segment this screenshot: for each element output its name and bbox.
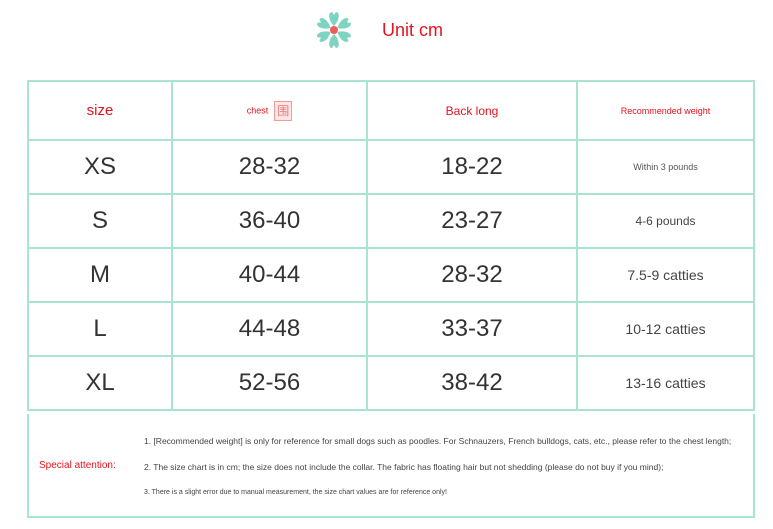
weight-cell: 10-12 catties xyxy=(576,301,755,357)
chest-cell: 44-48 xyxy=(171,301,368,357)
back-long-cell: 23-27 xyxy=(366,193,578,249)
size-cell: S xyxy=(27,193,173,249)
notes-box: Special attention: 1. [Recommended weigh… xyxy=(27,414,755,518)
unit-label: Unit cm xyxy=(382,20,444,40)
table-row: XS 28-32 18-22 Within 3 pounds xyxy=(27,139,755,195)
note-item: 3. There is a slight error due to manual… xyxy=(144,489,447,496)
table-row: XL 52-56 38-42 13-16 catties xyxy=(27,355,755,411)
note-item: 1. [Recommended weight] is only for refe… xyxy=(144,436,732,446)
back-long-cell: 33-37 xyxy=(366,301,578,357)
stamp-icon: 围 xyxy=(274,100,293,121)
weight-cell: 4-6 pounds xyxy=(576,193,755,249)
table-row: M 40-44 28-32 7.5-9 catties xyxy=(27,247,755,303)
special-attention-label: Special attention: xyxy=(39,460,116,471)
back-long-cell: 28-32 xyxy=(366,247,578,303)
note-item: 2. The size chart is in cm; the size doe… xyxy=(144,462,664,472)
header-back-long: Back long xyxy=(366,80,578,141)
table-header-row: size chest 围 Back long Recommended weight xyxy=(27,80,755,141)
chest-cell: 36-40 xyxy=(171,193,368,249)
flower-icon xyxy=(317,12,351,48)
header: Unit cm xyxy=(310,10,510,50)
back-long-cell: 38-42 xyxy=(366,355,578,411)
back-long-cell: 18-22 xyxy=(366,139,578,195)
header-size: size xyxy=(27,80,173,141)
chest-cell: 52-56 xyxy=(171,355,368,411)
table-row: L 44-48 33-37 10-12 catties xyxy=(27,301,755,357)
size-cell: XS xyxy=(27,139,173,195)
header-chest: chest 围 xyxy=(171,80,368,141)
table-row: S 36-40 23-27 4-6 pounds xyxy=(27,193,755,249)
header-chest-label: chest xyxy=(246,104,269,115)
header-recommended-weight: Recommended weight xyxy=(576,80,755,141)
size-chart-table: size chest 围 Back long Recommended weight… xyxy=(27,80,755,411)
weight-cell: Within 3 pounds xyxy=(576,139,755,195)
size-cell: M xyxy=(27,247,173,303)
weight-cell: 7.5-9 catties xyxy=(576,247,755,303)
size-cell: XL xyxy=(27,355,173,411)
chest-cell: 28-32 xyxy=(171,139,368,195)
size-cell: L xyxy=(27,301,173,357)
weight-cell: 13-16 catties xyxy=(576,355,755,411)
chest-cell: 40-44 xyxy=(171,247,368,303)
